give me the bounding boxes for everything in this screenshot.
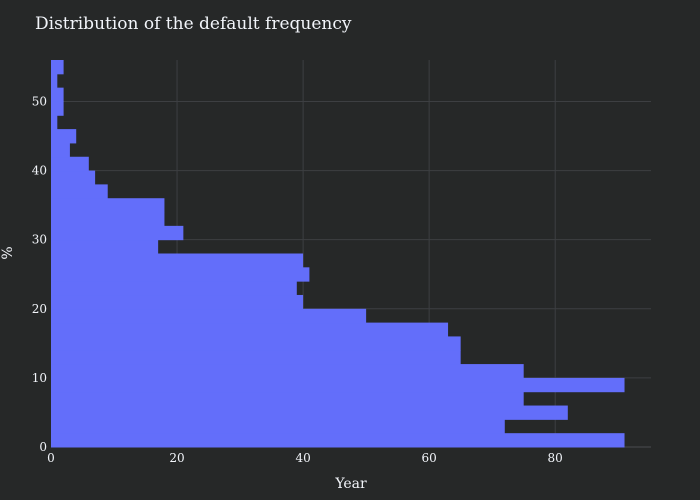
histogram-bar-2[interactable] [51, 405, 568, 420]
histogram-bar-16[interactable] [51, 212, 165, 227]
histogram-bar-1[interactable] [51, 419, 505, 434]
histogram-bar-8[interactable] [51, 322, 449, 337]
y-tick-label: 20 [32, 302, 47, 316]
histogram-bar-17[interactable] [51, 198, 165, 213]
x-tick-label: 40 [295, 451, 310, 465]
histogram-bar-19[interactable] [51, 170, 96, 185]
histogram-bar-10[interactable] [51, 294, 304, 310]
histogram-bar-26[interactable] [51, 73, 58, 89]
histogram-bar-14[interactable] [51, 239, 159, 254]
chart-title: Distribution of the default frequency [35, 14, 352, 34]
histogram-bar-11[interactable] [51, 281, 297, 296]
histogram-bar-24[interactable] [51, 101, 64, 116]
histogram-bar-6[interactable] [51, 350, 461, 365]
histogram-bar-23[interactable] [51, 115, 58, 130]
histogram-bar-25[interactable] [51, 87, 64, 102]
x-tick-label: 20 [169, 451, 184, 465]
histogram-bar-15[interactable] [51, 225, 184, 241]
y-tick-label: 0 [39, 440, 47, 454]
x-tick-label: 0 [47, 451, 55, 465]
y-tick-label: 50 [32, 94, 47, 108]
x-tick-label: 60 [422, 451, 437, 465]
x-tick-labels: 0 20 40 60 80 [47, 451, 563, 465]
histogram-bar-12[interactable] [51, 267, 310, 282]
histogram-bar-3[interactable] [51, 391, 524, 407]
histogram-bar-5[interactable] [51, 364, 524, 379]
x-tick-label: 80 [548, 451, 563, 465]
y-tick-label: 40 [32, 164, 47, 178]
x-axis-title: Year [334, 476, 367, 492]
y-tick-labels: 0 10 20 30 40 50 [32, 94, 47, 454]
histogram-bar-21[interactable] [51, 142, 70, 158]
histogram-bar-20[interactable] [51, 156, 89, 172]
histogram-bar-27[interactable] [51, 60, 64, 75]
histogram-bar-22[interactable] [51, 129, 77, 144]
histogram-bar-9[interactable] [51, 308, 367, 324]
histogram-bar-18[interactable] [51, 184, 108, 199]
y-axis-title: % [0, 246, 16, 259]
histogram-bar-13[interactable] [51, 253, 304, 268]
histogram-bar-7[interactable] [51, 336, 461, 351]
histogram-bar-4[interactable] [51, 377, 625, 393]
histogram-bar-0[interactable] [51, 433, 625, 448]
y-tick-label: 30 [32, 233, 47, 247]
y-tick-label: 10 [32, 371, 47, 385]
bars-layer [51, 60, 625, 448]
